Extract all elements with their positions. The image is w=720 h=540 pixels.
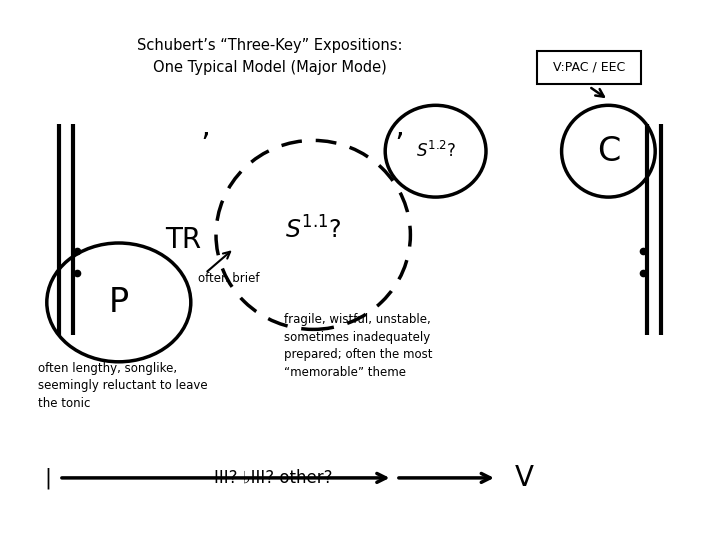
Text: $S^{1.1}$?: $S^{1.1}$?: [285, 216, 341, 243]
Text: C: C: [597, 134, 620, 168]
Text: TR: TR: [166, 226, 202, 254]
Text: V:PAC / EEC: V:PAC / EEC: [553, 61, 625, 74]
Text: P: P: [109, 286, 129, 319]
Bar: [537, 51, 641, 84]
Text: often lengthy, songlike,
seemingly reluctant to leave
the tonic: often lengthy, songlike, seemingly reluc…: [38, 362, 208, 410]
Text: V: V: [515, 464, 534, 492]
Text: One Typical Model (Major Mode): One Typical Model (Major Mode): [153, 60, 387, 75]
Text: III? ♭III? other?: III? ♭III? other?: [215, 468, 333, 487]
Text: often brief: often brief: [198, 272, 259, 285]
Text: Schubert’s “Three-Key” Expositions:: Schubert’s “Three-Key” Expositions:: [138, 38, 402, 53]
Text: ’: ’: [200, 131, 210, 160]
Text: ’: ’: [395, 131, 405, 160]
Text: |: |: [45, 467, 52, 489]
Text: $S^{1.2}$?: $S^{1.2}$?: [415, 141, 456, 161]
Text: fragile, wistful, unstable,
sometimes inadequately
prepared; often the most
“mem: fragile, wistful, unstable, sometimes in…: [284, 313, 433, 379]
